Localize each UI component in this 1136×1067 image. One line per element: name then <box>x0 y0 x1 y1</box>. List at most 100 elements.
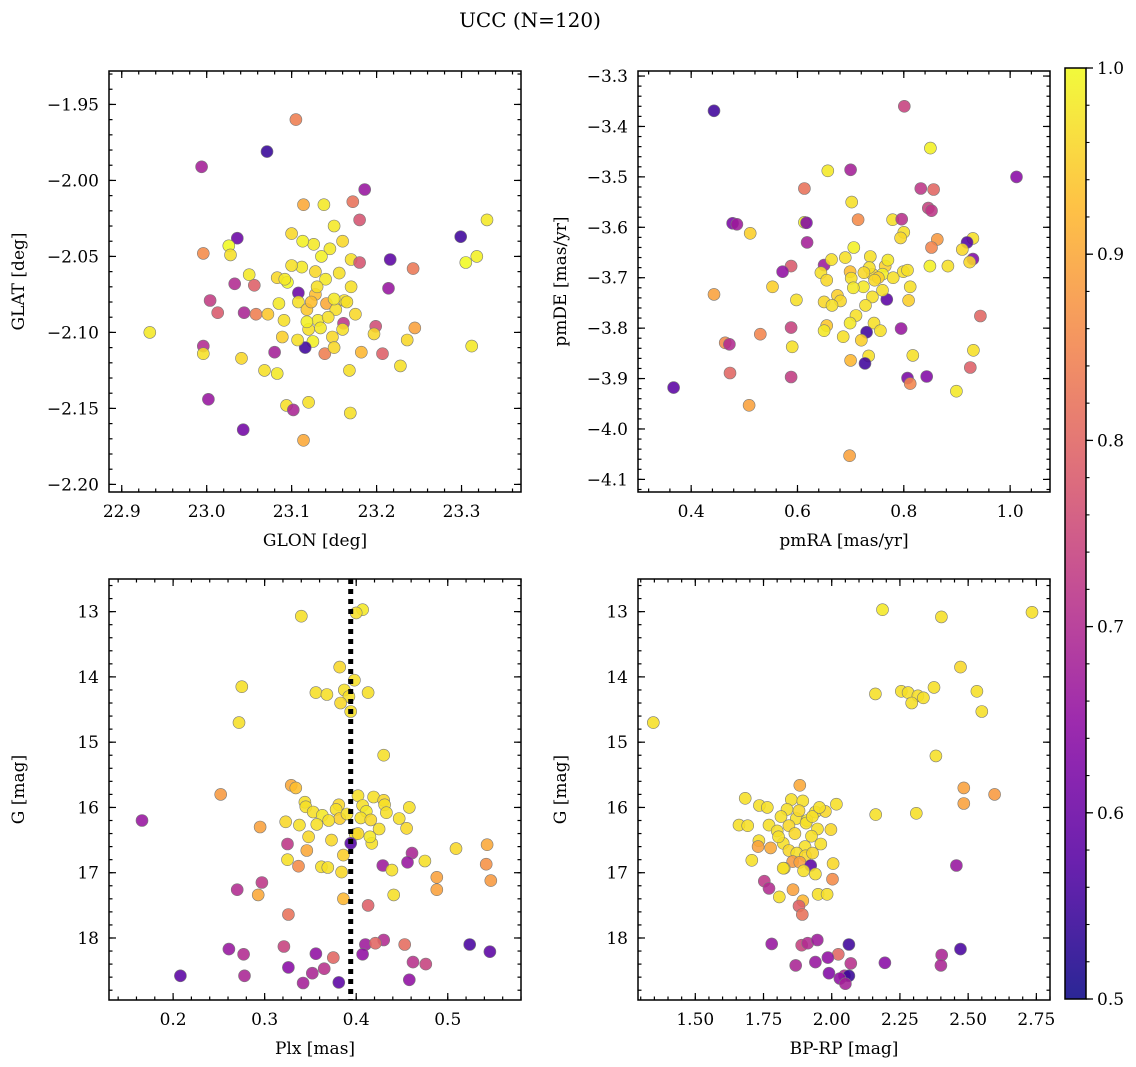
data-point <box>869 808 883 821</box>
y-tick-label: −3.4 <box>587 117 628 137</box>
data-point <box>786 883 800 897</box>
y-tick-label: −3.5 <box>587 168 628 188</box>
data-point <box>261 307 275 321</box>
data-point <box>314 321 327 335</box>
data-point <box>195 160 208 174</box>
data-point <box>790 293 803 307</box>
data-point <box>914 182 928 195</box>
data-point <box>323 242 337 256</box>
data-point <box>320 688 334 701</box>
data-point <box>825 299 839 312</box>
panel-3: 0.2 0.3 0.4 0.5 13 14 15 16 17 18 Plx [mas] G [mag] <box>9 578 522 1059</box>
data-point <box>297 198 310 211</box>
colorbar-gradient <box>1065 68 1086 999</box>
data-point <box>824 823 838 836</box>
data-point <box>318 347 332 361</box>
data-point <box>408 321 422 335</box>
data-point <box>707 104 721 118</box>
y-tick-label: 14 <box>606 668 628 688</box>
data-point <box>327 219 341 233</box>
data-point <box>249 307 263 321</box>
data-point <box>766 280 779 294</box>
data-point <box>197 347 210 361</box>
x-tick-label: 0.6 <box>784 502 811 522</box>
data-point <box>858 357 872 370</box>
data-point <box>230 883 244 897</box>
data-point <box>406 955 420 969</box>
data-point <box>917 691 930 705</box>
data-point <box>730 218 744 231</box>
data-point <box>268 345 281 359</box>
colorbar-tick-label: 0.6 <box>1097 804 1124 824</box>
data-point <box>935 610 948 624</box>
data-point <box>751 840 765 853</box>
data-point <box>793 778 807 792</box>
y-tick-label: −2.10 <box>47 323 99 343</box>
data-point <box>470 250 484 263</box>
axes-frame <box>108 70 522 493</box>
data-point <box>859 299 872 312</box>
data-point <box>844 163 857 177</box>
data-point <box>967 343 980 357</box>
x-axis-label: BP-RP [mag] <box>790 1039 899 1059</box>
figure-title: UCC (N=120) <box>459 8 601 32</box>
data-point <box>876 603 889 617</box>
data-point <box>741 819 755 833</box>
x-axis-label: pmRA [mas/yr] <box>779 531 908 551</box>
data-point <box>753 327 767 341</box>
y-axis-label: pmDE [mas/yr] <box>551 216 571 346</box>
y-tick-label: 17 <box>77 864 99 884</box>
data-point <box>667 381 680 394</box>
axes-frame <box>637 578 1051 1001</box>
points <box>667 100 1023 463</box>
data-point <box>143 326 157 339</box>
points <box>143 113 494 447</box>
data-point <box>214 788 227 801</box>
data-point <box>364 813 378 827</box>
y-tick-label: −3.6 <box>587 218 628 238</box>
data-point <box>277 940 291 953</box>
data-point <box>975 705 989 718</box>
y-tick-label: −2.15 <box>47 399 99 419</box>
data-point <box>814 837 828 851</box>
data-point <box>843 316 857 330</box>
data-point <box>289 781 303 795</box>
data-point <box>367 327 381 341</box>
data-point <box>376 347 389 361</box>
data-point <box>300 315 314 329</box>
x-tick-label: 0.8 <box>890 502 917 522</box>
data-point <box>356 947 369 961</box>
x-axis-label: Plx [mas] <box>275 1039 355 1059</box>
data-point <box>332 266 346 280</box>
data-point <box>293 818 306 832</box>
data-point <box>304 295 318 309</box>
data-point <box>745 853 759 867</box>
data-point <box>321 310 335 324</box>
x-tick-label: 23.0 <box>188 502 226 522</box>
data-point <box>236 423 250 437</box>
data-point <box>821 164 835 178</box>
data-point <box>805 829 818 843</box>
data-point <box>372 822 386 836</box>
data-point <box>483 945 497 959</box>
x-axis-label: GLON [deg] <box>263 531 367 551</box>
colorbar-tick-label: 0.5 <box>1097 990 1124 1010</box>
ticks <box>638 579 1051 1000</box>
data-point <box>135 814 149 827</box>
data-point <box>897 100 911 113</box>
ticks <box>109 579 522 1000</box>
data-point <box>363 830 377 844</box>
data-point <box>480 213 494 227</box>
data-point <box>925 204 938 217</box>
y-tick-label: −2.00 <box>47 171 99 191</box>
data-point <box>822 966 836 980</box>
data-point <box>836 330 850 344</box>
data-point <box>394 359 407 373</box>
x-tick-label: 0.4 <box>678 502 705 522</box>
data-point <box>929 749 943 763</box>
y-tick-label: −4.1 <box>587 470 628 490</box>
data-point <box>235 351 248 365</box>
data-point <box>479 857 493 871</box>
data-point <box>327 292 341 306</box>
x-tick-label: 23.3 <box>443 502 481 522</box>
